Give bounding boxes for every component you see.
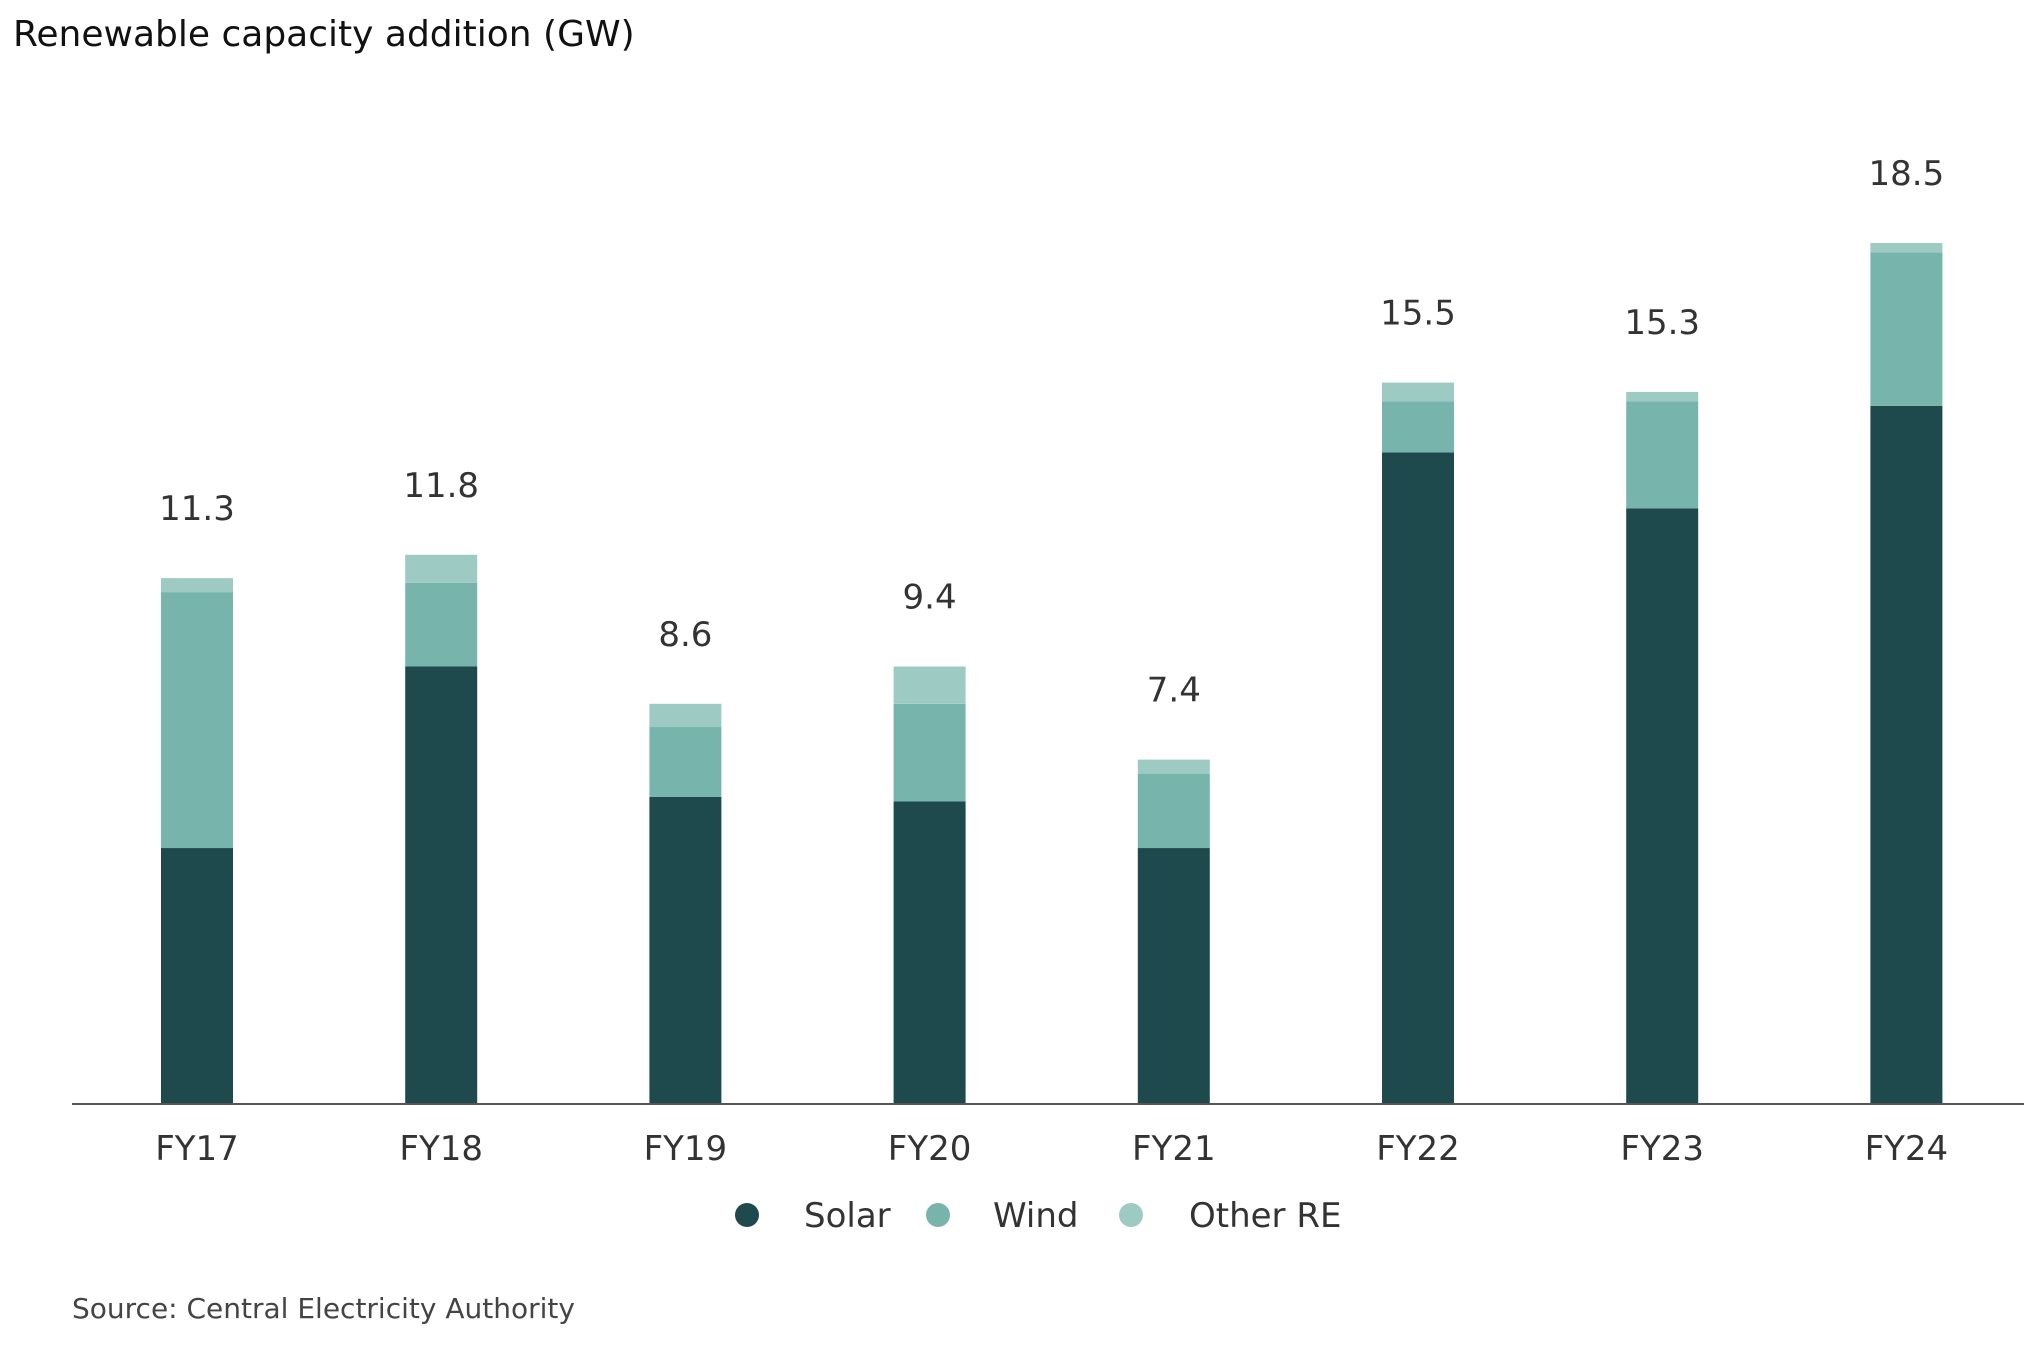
total-label-fy22: 15.5	[1380, 294, 1456, 334]
legend-item-solar: Solar	[735, 1196, 891, 1236]
bar-segment-other-re-fy20	[893, 666, 966, 704]
bar-segment-solar-fy21	[1137, 848, 1210, 1104]
x-tick-label-fy19: FY19	[644, 1129, 728, 1169]
bar-segment-solar-fy24	[1870, 405, 1943, 1104]
bar-segment-wind-fy18	[405, 582, 478, 667]
bar-segment-solar-fy19	[649, 796, 722, 1104]
bar-segment-wind-fy17	[161, 592, 233, 849]
bar-segment-wind-fy23	[1626, 401, 1699, 509]
bar-segment-other-re-fy21	[1137, 759, 1210, 774]
legend-label-wind: Wind	[993, 1196, 1078, 1236]
legend: Solar Wind Other RE	[735, 1196, 1341, 1236]
x-tick-label-fy22: FY22	[1376, 1129, 1460, 1169]
bar-segment-wind-fy21	[1137, 773, 1210, 849]
x-tick-label-fy20: FY20	[888, 1129, 972, 1169]
bar-segment-wind-fy19	[649, 727, 722, 797]
bar-segment-solar-fy17	[161, 848, 233, 1104]
bar-segment-wind-fy24	[1870, 252, 1943, 406]
chart-title: Renewable capacity addition (GW)	[13, 14, 635, 55]
bar-segment-solar-fy18	[405, 666, 478, 1104]
bar-segment-solar-fy20	[893, 801, 966, 1104]
total-label-fy23: 15.3	[1624, 303, 1700, 343]
x-tick-label-fy18: FY18	[399, 1129, 483, 1169]
legend-item-other-re: Other RE	[1119, 1196, 1341, 1236]
total-label-fy20: 9.4	[903, 578, 957, 618]
legend-item-wind: Wind	[926, 1196, 1078, 1236]
x-tick-label-fy23: FY23	[1620, 1129, 1704, 1169]
total-label-fy19: 8.6	[658, 615, 712, 655]
legend-marker-wind	[926, 1203, 950, 1227]
labels-layer: 11.3 FY17 11.8 FY18 8.6 FY19 9.4 FY20 7.4 FY21 15.…	[155, 154, 1948, 1169]
legend-label-other-re: Other RE	[1189, 1196, 1341, 1236]
total-label-fy21: 7.4	[1147, 671, 1201, 711]
x-tick-label-fy17: FY17	[155, 1129, 239, 1169]
total-label-fy24: 18.5	[1869, 154, 1945, 194]
bar-segment-other-re-fy23	[1626, 391, 1699, 402]
total-label-fy18: 11.8	[403, 466, 479, 506]
total-label-fy17: 11.3	[159, 489, 235, 529]
source-note: Source: Central Electricity Authority	[72, 1292, 575, 1325]
legend-label-solar: Solar	[804, 1196, 891, 1236]
bar-segment-wind-fy22	[1382, 401, 1454, 453]
bar-segment-solar-fy22	[1382, 452, 1454, 1104]
bar-segment-wind-fy20	[893, 703, 966, 802]
legend-marker-solar	[735, 1203, 759, 1227]
x-tick-label-fy24: FY24	[1865, 1129, 1949, 1169]
bars-layer	[161, 243, 1943, 1104]
bar-segment-other-re-fy17	[161, 578, 233, 593]
bar-segment-other-re-fy22	[1382, 382, 1454, 402]
bar-segment-other-re-fy24	[1870, 243, 1943, 253]
x-tick-label-fy21: FY21	[1132, 1129, 1216, 1169]
bar-segment-other-re-fy19	[649, 703, 722, 728]
bar-segment-solar-fy23	[1626, 508, 1699, 1104]
bar-segment-other-re-fy18	[405, 554, 478, 583]
legend-marker-other-re	[1119, 1203, 1143, 1227]
